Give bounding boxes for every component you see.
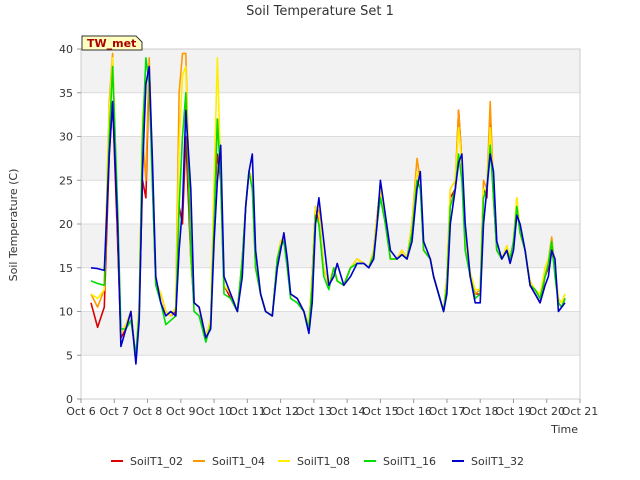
- y-tick-label: 5: [66, 349, 73, 362]
- y-tick-label: 20: [59, 218, 73, 231]
- y-tick-label: 25: [59, 174, 73, 187]
- plot-band: [81, 180, 580, 224]
- x-tick-label: Oct 11: [229, 405, 266, 418]
- x-tick-label: Oct 8: [133, 405, 163, 418]
- plot-band: [81, 92, 580, 137]
- plot-band: [81, 311, 580, 356]
- x-tick-label: Oct 18: [462, 405, 499, 418]
- y-tick-label: 35: [59, 87, 73, 100]
- x-tick-label: Oct 13: [296, 405, 333, 418]
- plot-band: [81, 136, 580, 181]
- x-tick-label: Oct 15: [362, 405, 399, 418]
- legend-label: SoilT1_08: [297, 455, 350, 468]
- x-tick-label: Oct 14: [329, 405, 366, 418]
- y-tick-label: 30: [59, 131, 73, 144]
- legend: SoilT1_02 SoilT1_04 SoilT1_08 SoilT1_16 Soil…: [111, 455, 524, 468]
- y-axis-label: Soil Temperature (C): [7, 169, 20, 282]
- x-tick-label: Oct 6: [66, 405, 96, 418]
- chart-title: Soil Temperature Set 1: [246, 4, 394, 19]
- legend-label: SoilT1_32: [471, 455, 524, 468]
- x-axis-label: Time: [550, 423, 578, 436]
- x-tick-label: Oct 19: [495, 405, 532, 418]
- y-tick-label: 10: [59, 306, 73, 319]
- legend-item: SoilT1_32: [452, 455, 524, 468]
- x-tick-label: Oct 7: [100, 405, 130, 418]
- legend-item: SoilT1_08: [278, 455, 350, 468]
- series-line-soilt1-16: [90, 56, 566, 357]
- station-badge: TW_met: [81, 35, 143, 51]
- legend-label: SoilT1_16: [383, 455, 436, 468]
- x-tick-label: Oct 21: [562, 405, 599, 418]
- x-tick-label: Oct 12: [262, 405, 299, 418]
- x-tick-label: Oct 9: [166, 405, 196, 418]
- x-tick-label: Oct 16: [395, 405, 432, 418]
- station-badge-label: TW_met: [87, 37, 136, 50]
- legend-item: SoilT1_16: [364, 455, 436, 468]
- legend-label: SoilT1_04: [212, 455, 265, 468]
- x-tick-label: Oct 17: [429, 405, 466, 418]
- y-tick-label: 15: [59, 262, 73, 275]
- plot-band: [81, 49, 580, 93]
- x-tick-label: Oct 20: [528, 405, 565, 418]
- legend-label: SoilT1_02: [130, 455, 183, 468]
- y-tick-label: 0: [66, 393, 73, 406]
- plot-band: [81, 355, 580, 399]
- legend-item: SoilT1_04: [193, 455, 265, 468]
- series-line-soilt1-32: [90, 65, 566, 365]
- y-tick-label: 40: [59, 43, 73, 56]
- y-axis-ticks: 0 5 10 15 20 25 30 35 40: [59, 43, 81, 406]
- legend-item: SoilT1_02: [111, 455, 183, 468]
- x-tick-label: Oct 10: [196, 405, 233, 418]
- series-lines: [90, 52, 566, 365]
